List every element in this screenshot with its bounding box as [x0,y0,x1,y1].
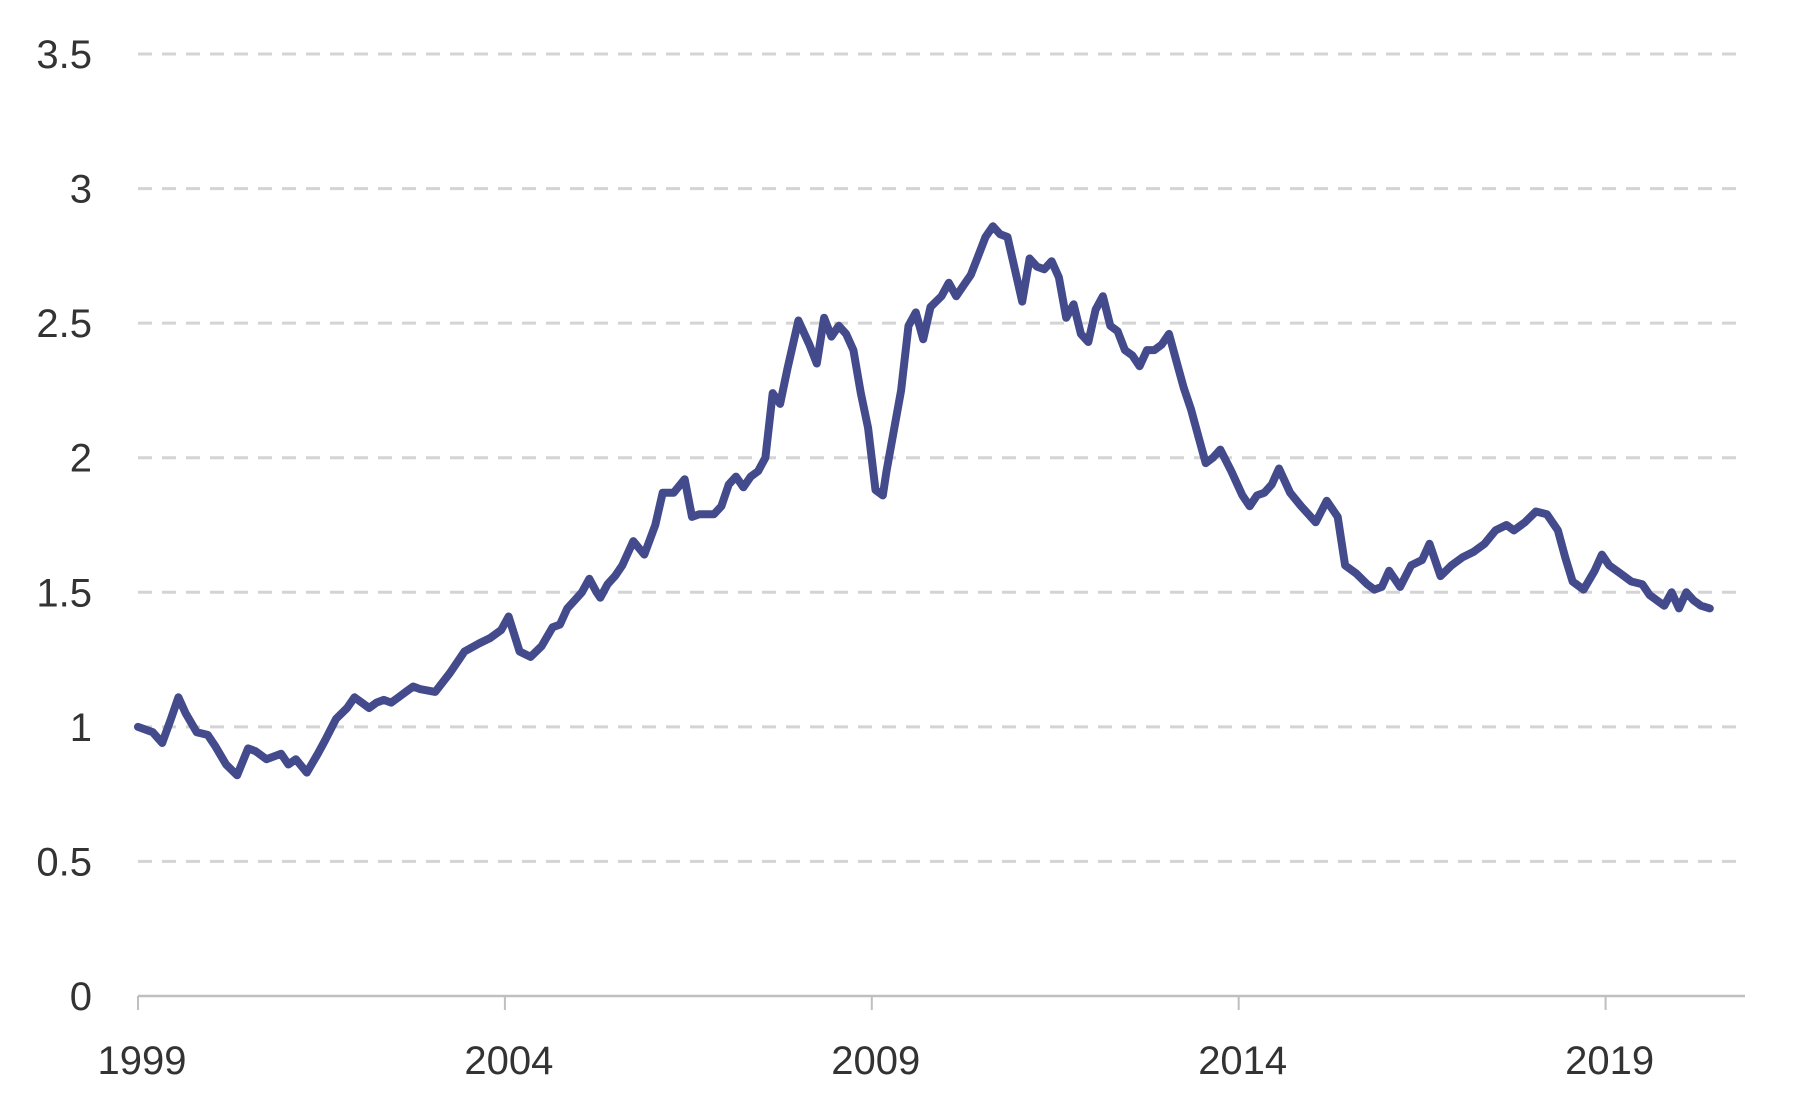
y-tick-label: 3.5 [36,33,92,77]
y-axis-tick-labels: 0 0.5 1 1.5 2 2.5 3 3.5 [36,33,92,1019]
series-line-0 [134,222,1714,780]
x-tick-label: 2004 [464,1039,553,1083]
y-tick-label: 1.5 [36,571,92,615]
y-tick-label: 2.5 [36,302,92,346]
y-tick-label: 2 [70,437,92,481]
x-axis [137,994,1745,1010]
series-layer [134,222,1714,780]
x-axis-tick-labels: 1999 2004 2009 2014 2019 [98,1039,1655,1083]
x-tick-label: 2014 [1198,1039,1287,1083]
y-tick-label: 0.5 [36,840,92,884]
x-tick-label: 1999 [98,1039,187,1083]
gridlines [138,52,1745,863]
y-tick-label: 3 [70,168,92,212]
x-tick-label: 2009 [831,1039,920,1083]
y-tick-label: 0 [70,975,92,1019]
y-tick-label: 1 [70,706,92,750]
x-tick-label: 2019 [1565,1039,1654,1083]
